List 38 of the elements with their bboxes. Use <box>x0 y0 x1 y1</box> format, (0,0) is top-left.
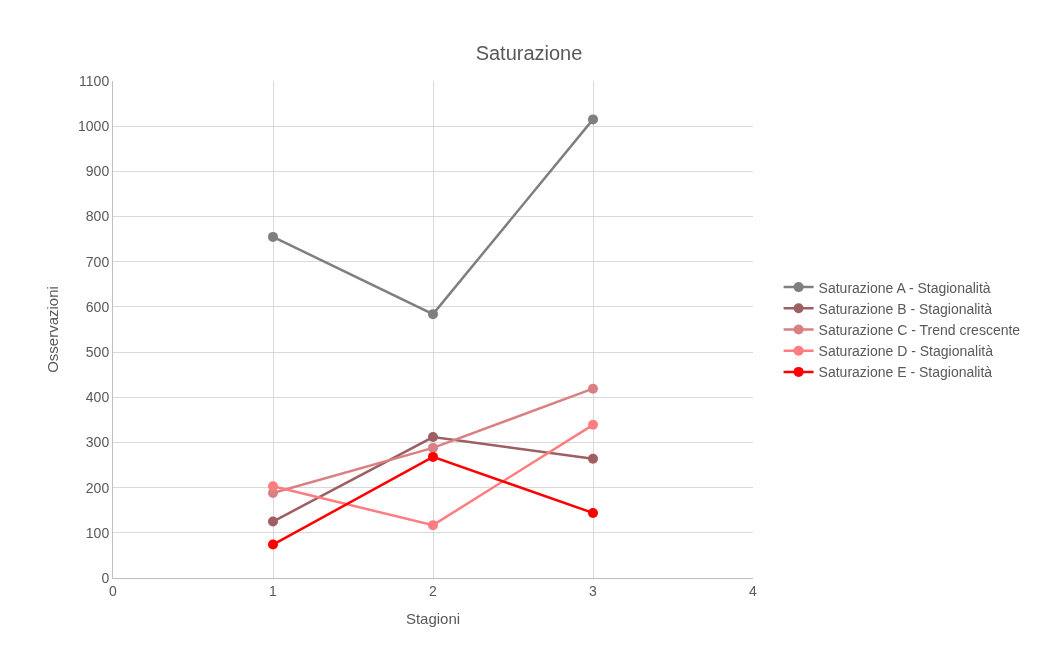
point <box>588 507 598 518</box>
y-tick-label: 300 <box>85 434 110 451</box>
point <box>428 520 438 531</box>
y-tick-label: 0 <box>101 569 110 586</box>
point <box>268 481 278 492</box>
point <box>428 442 438 453</box>
y-tick-label: 700 <box>85 253 110 270</box>
point <box>268 231 278 242</box>
x-tick-label: 4 <box>749 582 758 599</box>
y-tick-label: 600 <box>85 298 110 315</box>
point <box>268 516 278 527</box>
legend-label: Saturazione B - Stagionalità <box>818 300 993 317</box>
legend-label: Saturazione C - Trend crescente <box>818 321 1021 338</box>
y-tick-label: 1000 <box>78 118 110 135</box>
point <box>588 114 598 125</box>
point <box>588 453 598 464</box>
point <box>588 419 598 430</box>
point <box>268 539 278 550</box>
x-axis-title: Stagioni <box>405 609 461 627</box>
legend-label: Saturazione D - Stagionalità <box>818 343 994 360</box>
x-tick-label: 1 <box>269 582 278 599</box>
y-axis-title: Osservazioni <box>44 286 62 373</box>
x-tick-label: 3 <box>589 582 598 599</box>
point <box>428 432 438 443</box>
point <box>588 383 598 394</box>
y-tick-label: 400 <box>85 389 110 406</box>
y-tick-label: 200 <box>85 479 110 496</box>
point <box>428 451 438 462</box>
y-tick-label: 800 <box>85 208 110 225</box>
x-tick-label: 2 <box>429 582 438 599</box>
y-tick-label: 1100 <box>79 72 110 89</box>
point <box>428 309 438 320</box>
chart-title: Saturazione <box>475 41 583 64</box>
y-tick-label: 100 <box>85 524 110 541</box>
y-tick-label: 900 <box>85 163 110 180</box>
y-tick-label: 500 <box>85 343 110 360</box>
legend-label: Saturazione E - Stagionalità <box>818 364 993 381</box>
legend-label: Saturazione A - Stagionalità <box>818 279 991 296</box>
